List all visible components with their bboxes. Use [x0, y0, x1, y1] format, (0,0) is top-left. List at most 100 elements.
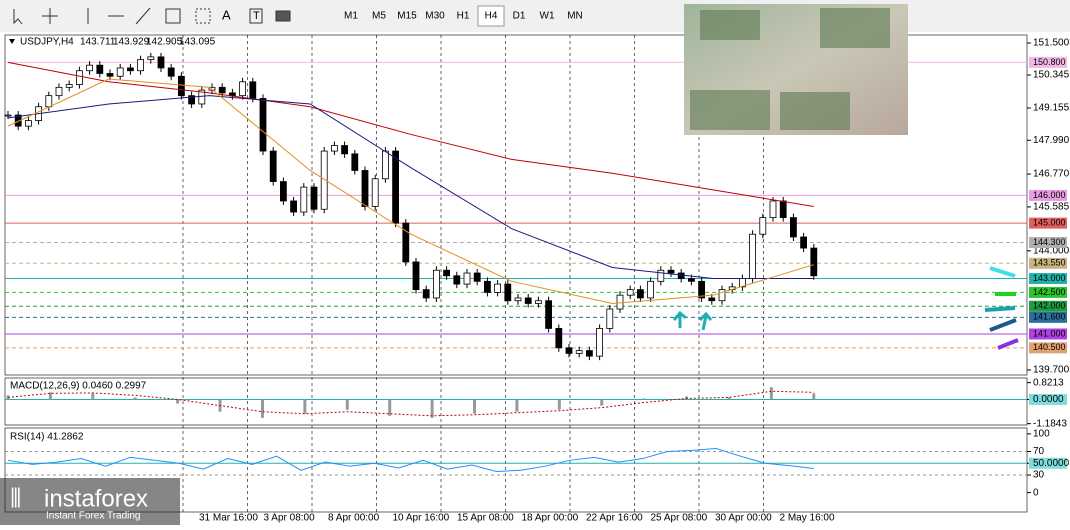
moving-average	[7, 61, 814, 207]
drawing-tools[interactable]	[13, 7, 291, 25]
candle	[698, 280, 705, 299]
level-price-label: 144.300	[1033, 237, 1066, 247]
candle	[443, 269, 451, 277]
time-label: 10 Apr 16:00	[393, 513, 450, 524]
candle	[504, 283, 512, 302]
time-label: 31 Mar 16:00	[199, 513, 258, 524]
candle	[96, 64, 104, 74]
candle	[361, 170, 369, 207]
level-price-box	[1029, 273, 1067, 285]
candle	[494, 283, 502, 293]
candle	[657, 269, 665, 282]
level-price-box	[1029, 342, 1067, 354]
rsi-title: RSI(14) 41.2862	[10, 432, 84, 443]
candle	[45, 95, 53, 108]
candle	[320, 150, 328, 210]
level-price-label: 141.000	[1033, 328, 1066, 338]
candle	[586, 350, 593, 357]
ohlc-value: 142.905	[146, 37, 183, 48]
candle	[545, 300, 552, 329]
level-price-label: 143.000	[1033, 273, 1066, 283]
level-price-label: 143.550	[1033, 258, 1066, 268]
timeframe-button[interactable]: M15	[397, 11, 417, 22]
candle	[381, 150, 389, 180]
candle	[14, 114, 22, 127]
logo-text: instaforex	[44, 485, 148, 512]
candle	[371, 178, 379, 207]
candle	[137, 59, 145, 72]
timeframe-button[interactable]: W1	[540, 11, 555, 22]
candle	[157, 56, 165, 69]
time-label: 18 Apr 00:00	[522, 513, 579, 524]
candle	[341, 145, 349, 155]
candle	[810, 247, 818, 277]
level-price-box	[1029, 237, 1067, 249]
timeframe-button[interactable]: H4	[485, 11, 498, 22]
candle	[626, 289, 634, 296]
level-price-box	[1029, 300, 1067, 312]
level-price-box	[1029, 257, 1067, 269]
level-price-label: 145.000	[1033, 218, 1066, 228]
time-label: 15 Apr 08:00	[457, 513, 514, 524]
candle	[647, 280, 654, 299]
timeframe-button[interactable]: D1	[513, 11, 526, 22]
ohlc-value: 143.711	[80, 37, 116, 48]
time-label: 8 Apr 00:00	[328, 513, 380, 524]
signal-arrows	[672, 266, 1019, 350]
logo: ⦀	[10, 483, 21, 513]
candle	[330, 145, 338, 152]
level-price-box	[1029, 328, 1067, 340]
logo-backdrop	[0, 478, 180, 525]
candle	[596, 328, 603, 357]
candle	[779, 200, 787, 218]
candle	[453, 275, 461, 285]
rsi-label: 100	[1033, 429, 1050, 440]
candle	[677, 272, 685, 279]
price-label: 146.770	[1033, 169, 1070, 180]
candle	[249, 81, 257, 99]
candle	[514, 297, 522, 302]
timeframe-button[interactable]: M30	[425, 11, 445, 22]
candle	[575, 350, 583, 354]
candle	[147, 56, 155, 61]
candle	[524, 297, 532, 304]
candle	[749, 233, 756, 279]
candle	[637, 289, 644, 299]
candle	[790, 217, 797, 238]
candle	[259, 98, 267, 152]
menu-triangle	[9, 39, 15, 44]
level-price-label: 142.000	[1033, 301, 1066, 311]
candle	[422, 289, 430, 299]
price-label: 145.585	[1033, 202, 1070, 213]
candle	[412, 261, 420, 291]
candle	[718, 289, 726, 302]
candle	[555, 328, 563, 349]
price-label: 151.500	[1033, 38, 1070, 49]
level-price-label: 142.500	[1033, 287, 1066, 297]
candle	[76, 70, 83, 85]
moving-average	[7, 78, 814, 304]
candle	[269, 150, 277, 182]
timeframe-button[interactable]: H1	[457, 11, 470, 22]
toolbar	[0, 0, 1070, 32]
text-tool[interactable]: A	[222, 7, 231, 22]
candle	[86, 64, 93, 72]
timeframe-button[interactable]: MN	[567, 11, 583, 22]
rsi-mid-box	[1029, 457, 1067, 469]
candle	[688, 278, 695, 282]
label-tool[interactable]: T	[253, 10, 260, 22]
level-price-box	[1029, 311, 1067, 323]
rsi-label: 70	[1033, 446, 1045, 457]
timeframe-button[interactable]: M5	[372, 11, 386, 22]
price-label: 150.345	[1033, 70, 1070, 81]
price-label: 139.700	[1033, 365, 1070, 376]
timeframe-button[interactable]: M1	[344, 11, 358, 22]
candle	[392, 150, 400, 224]
level-price-label: 150.800	[1033, 57, 1066, 67]
candle	[127, 67, 134, 72]
symbol-title: USDJPY,H4	[20, 37, 74, 48]
macd-signal	[7, 390, 814, 417]
candle	[55, 86, 63, 97]
